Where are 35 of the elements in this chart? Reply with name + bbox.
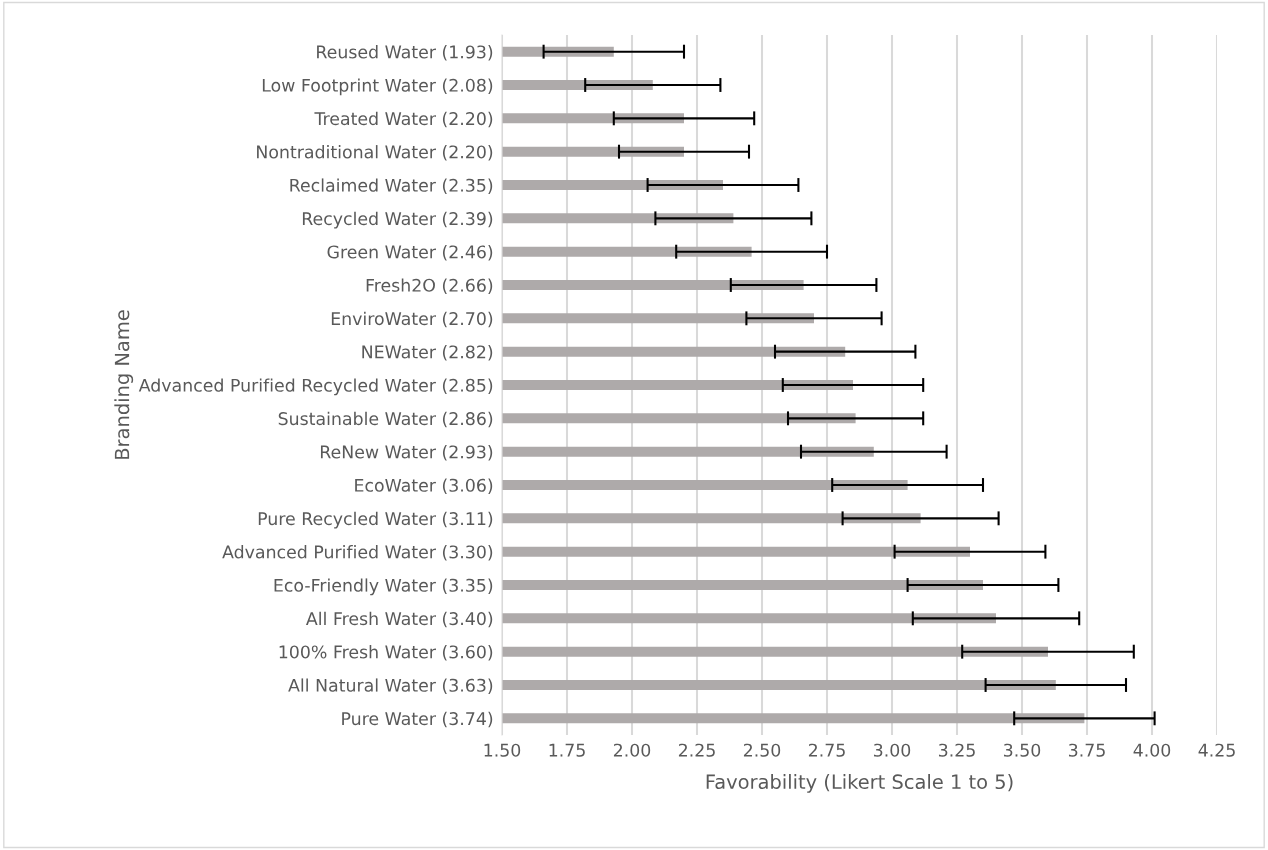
x-tick-label: 3.25 xyxy=(939,743,975,757)
x-tick-label: 3.00 xyxy=(874,743,911,757)
x-tick-label: 3.75 xyxy=(1069,743,1105,757)
y-axis-title: Branding Name xyxy=(114,310,134,459)
y-tick-label: ReNew Water (2.93) xyxy=(320,445,493,461)
x-tick-label: 1.50 xyxy=(484,743,521,757)
y-tick-label: Fresh2O (2.66) xyxy=(366,278,493,294)
x-tick-label: 1.75 xyxy=(549,743,585,757)
y-tick-label: EcoWater (3.06) xyxy=(355,478,493,494)
y-tick-label: Advanced Purified Recycled Water (2.85) xyxy=(138,378,493,396)
y-tick-label: NEWater (2.82) xyxy=(362,345,493,361)
y-tick-label: EnviroWater (2.70) xyxy=(331,311,493,328)
y-tick-label: Recycled Water (2.39) xyxy=(302,211,493,229)
x-tick-label: 2.25 xyxy=(678,743,715,757)
y-tick-label: Green Water (2.46) xyxy=(327,245,493,261)
x-tick-label: 2.00 xyxy=(613,743,651,757)
y-tick-label: 100% Fresh Water (3.60) xyxy=(279,645,493,661)
x-tick-label: 4.00 xyxy=(1133,743,1171,757)
y-tick-label: Reused Water (1.93) xyxy=(317,45,493,61)
x-tick-label: 3.50 xyxy=(1004,743,1041,757)
y-tick-label: Sustainable Water (2.86) xyxy=(278,411,493,428)
x-tick-label: 2.75 xyxy=(808,743,845,757)
y-tick-label: Reclaimed Water (2.35) xyxy=(290,178,493,194)
x-tick-label: 2.50 xyxy=(743,743,781,757)
y-tick-label: Advanced Purified Water (3.30) xyxy=(222,545,493,561)
y-tick-label: All Fresh Water (3.40) xyxy=(306,611,493,628)
y-tick-label: Pure Recycled Water (3.11) xyxy=(258,511,493,529)
y-tick-label: All Natural Water (3.63) xyxy=(288,678,493,694)
x-tick-label: 4.25 xyxy=(1198,743,1235,757)
y-tick-label: Low Footprint Water (2.08) xyxy=(262,78,493,96)
y-tick-label: Nontraditional Water (2.20) xyxy=(257,145,493,161)
y-tick-label: Eco-Friendly Water (3.35) xyxy=(274,578,493,596)
y-tick-label: Pure Water (3.74) xyxy=(342,711,493,728)
x-axis-title: Favorability (Likert Scale 1 to 5) xyxy=(706,774,1013,793)
y-tick-label: Treated Water (2.20) xyxy=(314,111,493,128)
